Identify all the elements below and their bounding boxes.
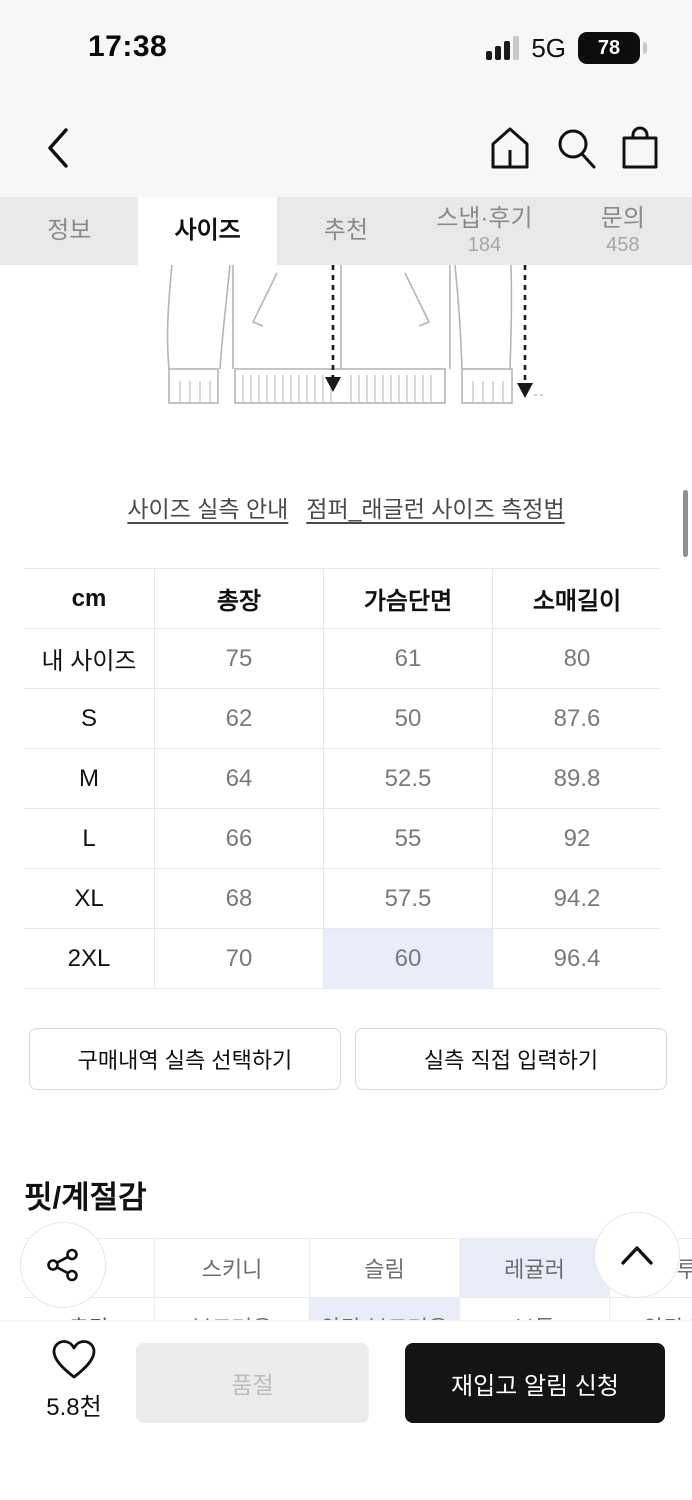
- col-header-chest: 가슴단면: [324, 569, 493, 628]
- cuff-ribbing: [179, 381, 504, 403]
- fit-row: 핏 스키니 슬림 레귤러 루즈: [24, 1239, 692, 1298]
- select-from-purchase-history-button[interactable]: 구매내역 실측 선택하기: [29, 1028, 341, 1090]
- snap-review-count: 184: [467, 234, 502, 257]
- measure-links-row: 사이즈 실측 안내 점퍼_래글런 사이즈 측정법: [0, 490, 692, 524]
- size-measure-guide-link[interactable]: 사이즈 실측 안내: [127, 496, 289, 522]
- heart-icon: [52, 1340, 96, 1379]
- clock: 17:38: [88, 30, 168, 63]
- status-bar: 17:38 5G 78: [0, 0, 692, 100]
- search-icon: [558, 129, 596, 169]
- table-row-s: S 62 50 87.6: [24, 689, 661, 749]
- table-row-l: L 66 55 92: [24, 809, 661, 869]
- soldout-button: 품절: [136, 1343, 369, 1423]
- network-type: 5G: [531, 32, 566, 63]
- search-button[interactable]: [552, 124, 600, 172]
- top-nav-bar: 57: [0, 100, 692, 248]
- home-icon: [491, 127, 529, 169]
- tab-inquiry[interactable]: 문의 458: [600, 204, 645, 257]
- jumper-raglan-measure-link[interactable]: 점퍼_래글런 사이즈 측정법: [306, 496, 565, 522]
- highlighted-chest-cell: 60: [324, 929, 493, 988]
- jacket-outline-drawing: [166, 264, 544, 404]
- cart-button[interactable]: [616, 124, 664, 172]
- battery-level: 78: [597, 36, 621, 59]
- col-header-total-length: 총장: [155, 569, 324, 628]
- like-button[interactable]: 5.8천: [30, 1339, 118, 1422]
- back-button[interactable]: [36, 124, 84, 172]
- product-tab-bar: 정보 사이즈 추천 스냅·후기 184 문의 458: [0, 197, 692, 265]
- fit-season-title: 핏/계절감: [24, 1180, 147, 1215]
- share-icon: [47, 1248, 78, 1282]
- table-row-xl: XL 68 57.5 94.2: [24, 869, 661, 929]
- jacket-measure-diagram: [0, 264, 692, 415]
- signal-strength-icon: [486, 36, 520, 60]
- bottom-purchase-bar: 5.8천 품절 재입고 알림 신청: [0, 1320, 692, 1500]
- hem-ribbing: [242, 375, 432, 403]
- chevron-left-icon: [48, 128, 68, 168]
- restock-alert-button[interactable]: 재입고 알림 신청: [405, 1343, 665, 1423]
- table-row-2xl: 2XL 70 60 96.4: [24, 929, 661, 989]
- inquiry-count: 458: [606, 234, 640, 257]
- scroll-to-top-button[interactable]: [594, 1212, 680, 1298]
- scrollbar-thumb[interactable]: [683, 490, 688, 557]
- tab-snap-reviews[interactable]: 스냅·후기 184: [436, 204, 533, 257]
- home-button[interactable]: [486, 124, 534, 172]
- unit-header: cm: [24, 569, 155, 628]
- table-row-m: M 64 52.5 89.8: [24, 749, 661, 809]
- size-table-header: cm 총장 가슴단면 소매길이: [24, 569, 661, 629]
- col-header-sleeve: 소매길이: [532, 588, 622, 615]
- shopping-bag-icon: [622, 126, 658, 169]
- selected-fit-cell: 레귤러: [460, 1239, 610, 1297]
- length-measure-arrow: [325, 265, 341, 392]
- chevron-up-icon: [621, 1246, 653, 1265]
- sleeve-measure-arrow: [517, 265, 544, 398]
- like-count: 5.8천: [46, 1394, 102, 1421]
- tab-info[interactable]: 정보: [47, 217, 92, 245]
- tab-size[interactable]: 사이즈: [138, 197, 277, 265]
- tab-recommend[interactable]: 추천: [323, 217, 369, 245]
- enter-measurements-button[interactable]: 실측 직접 입력하기: [355, 1028, 667, 1090]
- share-button[interactable]: [20, 1222, 106, 1308]
- battery-icon: 78: [578, 32, 647, 64]
- table-row-my-size: 내 사이즈 75 61 80: [24, 629, 661, 689]
- size-table: cm 총장 가슴단면 소매길이 내 사이즈 75 61 80 S 62 50 8…: [24, 568, 661, 989]
